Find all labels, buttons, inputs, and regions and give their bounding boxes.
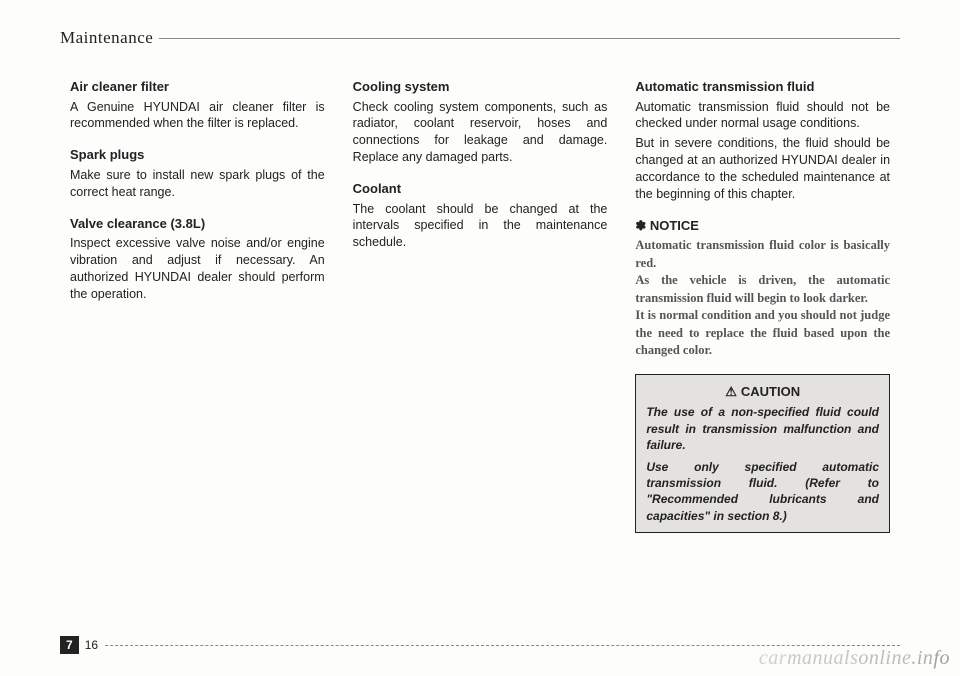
notice-text: Automatic transmission fluid color is ba… [635, 237, 890, 272]
section-title: Cooling system [353, 78, 608, 96]
section-title: Coolant [353, 180, 608, 198]
body-text: Check cooling system components, such as… [353, 99, 608, 167]
body-text: Inspect excessive valve noise and/or eng… [70, 235, 325, 303]
notice-text: As the vehicle is driven, the automatic … [635, 272, 890, 307]
section-title: Air cleaner filter [70, 78, 325, 96]
section-title: Automatic transmission fluid [635, 78, 890, 96]
page-number-badge: 7 16 [60, 636, 104, 654]
section-title: Valve clearance (3.8L) [70, 215, 325, 233]
page-header: Maintenance [60, 18, 900, 39]
caution-text: The use of a non-specified fluid could r… [646, 404, 879, 453]
body-text: Automatic transmission fluid should not … [635, 99, 890, 133]
body-text: But in severe conditions, the fluid shou… [635, 135, 890, 203]
body-text: Make sure to install new spark plugs of … [70, 167, 325, 201]
body-text: A Genuine HYUNDAI air cleaner filter is … [70, 99, 325, 133]
caution-text: Use only specified automatic transmissio… [646, 459, 879, 524]
caution-label: CAUTION [741, 384, 800, 399]
page-number: 16 [79, 636, 104, 654]
chapter-number: 7 [60, 636, 79, 654]
header-title: Maintenance [60, 28, 159, 48]
caution-header: ⚠ CAUTION [646, 383, 879, 401]
notice-label: ✽ NOTICE [635, 217, 890, 235]
caution-box: ⚠ CAUTION The use of a non-specified flui… [635, 374, 890, 533]
watermark: carmanualsonline.info [759, 647, 950, 670]
page-footer: 7 16 [60, 645, 900, 646]
warning-icon: ⚠ [725, 384, 737, 399]
content-area: Air cleaner filter A Genuine HYUNDAI air… [70, 78, 890, 606]
notice-text: It is normal condition and you should no… [635, 307, 890, 360]
section-title: Spark plugs [70, 146, 325, 164]
column-1: Air cleaner filter A Genuine HYUNDAI air… [70, 78, 325, 606]
body-text: The coolant should be changed at the int… [353, 201, 608, 252]
column-3: Automatic transmission fluid Automatic t… [635, 78, 890, 606]
column-2: Cooling system Check cooling system comp… [353, 78, 608, 606]
